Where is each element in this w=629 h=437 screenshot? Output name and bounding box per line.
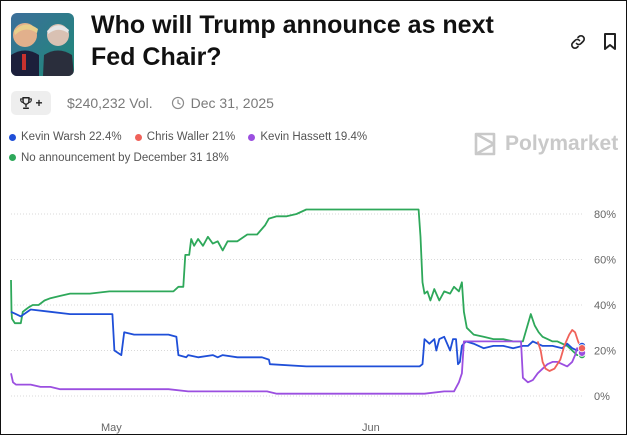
chart-end-dots <box>578 341 587 360</box>
bookmark-icon <box>604 33 616 50</box>
series-line-3 <box>536 329 583 372</box>
chart-legend: Kevin Warsh 22.4% Chris Waller 21% Kevin… <box>9 127 449 168</box>
legend-dot-waller <box>134 133 142 141</box>
bookmark-button[interactable] <box>599 31 621 53</box>
market-thumbnail-image <box>11 13 74 76</box>
polymarket-brand: Polymarket <box>473 131 618 157</box>
legend-dot-warsh <box>9 133 16 141</box>
brand-name: Polymarket <box>505 132 619 155</box>
legend-item-waller: Chris Waller 21% <box>134 127 236 147</box>
x-tick-label: Jun <box>362 422 380 434</box>
legend-item-no-announcement: No announcement by December 31 18% <box>9 148 229 168</box>
polymarket-logo-icon <box>474 132 496 156</box>
market-title: Who will Trump announce as next Fed Chai… <box>91 11 494 71</box>
legend-label-warsh: Kevin Warsh 22.4% <box>21 131 122 143</box>
copy-link-button[interactable] <box>567 31 589 53</box>
series-line-2 <box>10 340 583 395</box>
legend-label-waller: Chris Waller 21% <box>146 131 236 143</box>
series-end-dot-3 <box>578 344 587 353</box>
end-date-text: Dec 31, 2025 <box>190 95 274 111</box>
legend-dot-no-announcement <box>9 154 16 161</box>
series-line-0 <box>10 208 582 356</box>
legend-item-hassett: Kevin Hassett 19.4% <box>248 127 367 147</box>
legend-item-warsh: Kevin Warsh 22.4% <box>9 127 122 147</box>
y-tick-label: 20% <box>594 346 616 358</box>
trophy-button[interactable]: + <box>11 91 51 115</box>
y-tick-label: 80% <box>594 209 616 221</box>
market-meta-row: + $240,232 Vol. Dec 31, 2025 <box>11 91 274 115</box>
legend-label-no-announcement: No announcement by December 31 18% <box>21 151 229 164</box>
x-tick-label: May <box>101 422 122 434</box>
end-date: Dec 31, 2025 <box>171 95 274 111</box>
y-tick-label: 60% <box>594 255 616 267</box>
chart-x-ticks: May Jun <box>101 422 380 434</box>
series-line-1 <box>10 308 582 368</box>
trophy-icon <box>20 97 33 109</box>
link-icon <box>571 35 585 49</box>
legend-dot-hassett <box>248 133 256 141</box>
price-history-chart[interactable]: 80% 60% 40% 20% 0% May Jun <box>1 191 628 436</box>
legend-label-hassett: Kevin Hassett 19.4% <box>260 131 368 143</box>
chart-series <box>10 208 583 395</box>
y-tick-label: 0% <box>594 391 610 403</box>
chart-y-ticks: 80% 60% 40% 20% 0% <box>594 209 616 403</box>
plus-icon: + <box>35 96 43 110</box>
clock-icon <box>171 96 184 110</box>
market-thumbnail[interactable] <box>11 13 74 76</box>
chart-gridlines <box>11 213 582 397</box>
y-tick-label: 40% <box>594 300 616 312</box>
volume-text: $240,232 Vol. <box>67 95 153 111</box>
